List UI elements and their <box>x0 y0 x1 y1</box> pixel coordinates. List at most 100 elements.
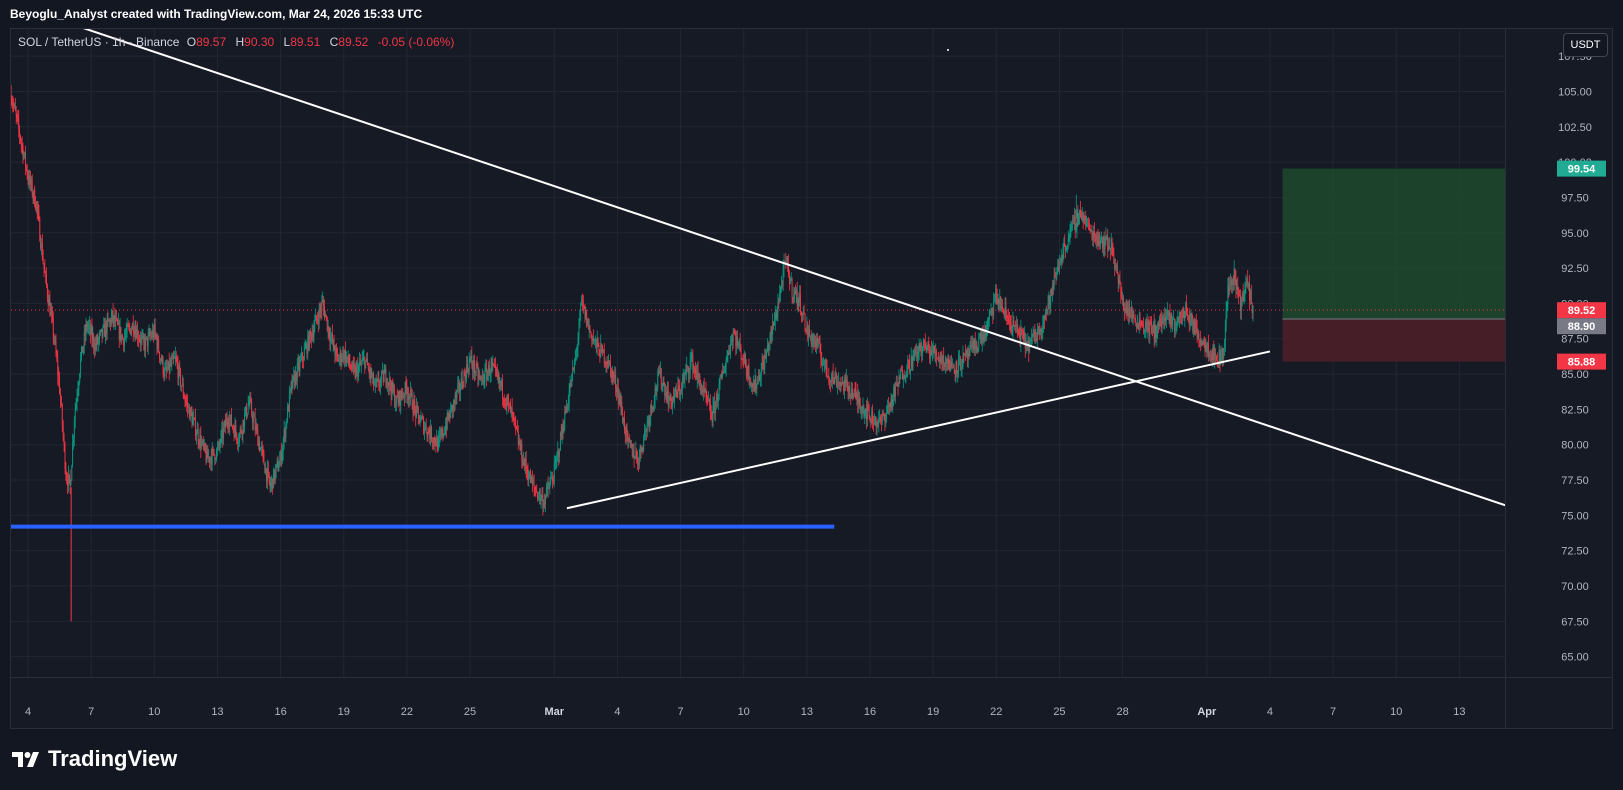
candle-body <box>688 372 690 374</box>
candle-body <box>977 348 979 352</box>
candle-body <box>990 308 992 311</box>
candle-body <box>948 355 950 369</box>
candle-body <box>765 355 767 358</box>
candle-body <box>929 348 931 359</box>
candle-body <box>1247 279 1249 286</box>
candle-body <box>782 267 784 286</box>
candle-body <box>1009 320 1010 323</box>
candle-body <box>656 388 658 391</box>
candle-body <box>962 354 964 367</box>
candle-body <box>718 383 720 398</box>
candle-body <box>1065 245 1067 250</box>
candle-body <box>1102 236 1104 248</box>
candle-body <box>574 357 576 362</box>
candle-body <box>937 357 938 359</box>
tradingview-logo[interactable]: TradingView <box>12 746 177 772</box>
candle-body <box>313 329 315 338</box>
candle-body <box>677 385 679 397</box>
candle-body <box>1190 313 1192 317</box>
candle-body <box>635 451 637 458</box>
candle-body <box>117 319 118 325</box>
candle-body <box>1073 220 1074 221</box>
candle-body <box>51 311 53 314</box>
candle-body <box>949 368 951 372</box>
candle-body <box>1245 283 1247 286</box>
candle-body <box>440 434 442 436</box>
candle-body <box>538 496 539 499</box>
candle-body <box>1095 235 1097 242</box>
stop-price-badge-text: 85.88 <box>1568 357 1596 369</box>
candle-body <box>513 414 515 418</box>
candle-body <box>124 335 126 337</box>
legend-open-value: 89.57 <box>196 35 227 49</box>
candle-body <box>57 360 59 376</box>
price-tick-label: 92.50 <box>1561 263 1589 275</box>
candle-body <box>27 175 29 180</box>
candle-body <box>1087 222 1088 224</box>
candle-body <box>73 420 75 437</box>
candle-body <box>651 405 653 408</box>
candle-body <box>523 459 525 466</box>
candle-body <box>600 344 602 358</box>
candle-body <box>274 469 275 481</box>
candle-body <box>768 343 770 351</box>
candle-body <box>1222 347 1224 359</box>
candle-body <box>1032 331 1034 336</box>
candle-body <box>1018 331 1020 335</box>
legend-symbol[interactable]: SOL / TetherUS · 1h · Binance <box>18 35 180 49</box>
candle-body <box>397 398 399 403</box>
candle-body <box>114 315 116 323</box>
candle-body <box>442 429 444 437</box>
candle-body <box>94 346 95 351</box>
candle-body <box>575 350 577 358</box>
candle-body <box>889 404 891 407</box>
candle-body <box>192 419 194 425</box>
candle-body <box>830 380 832 383</box>
candle-body <box>324 306 325 318</box>
candle-body <box>169 363 171 372</box>
candle-body <box>478 375 480 379</box>
candle-body <box>438 437 439 451</box>
candle-body <box>1233 268 1235 285</box>
candle-body <box>418 415 420 424</box>
time-tick-label: 28 <box>1116 706 1128 718</box>
candle-body <box>343 350 345 360</box>
candle-body <box>431 440 433 442</box>
candle-body <box>710 413 712 417</box>
candle-body <box>226 419 228 423</box>
candle-body <box>722 371 724 377</box>
candle-body <box>783 262 785 268</box>
candle-body <box>1005 307 1007 312</box>
candle-body <box>191 413 193 425</box>
candle-body <box>13 105 15 106</box>
candle-body <box>980 332 981 339</box>
candle-body <box>1161 319 1163 328</box>
candle-body <box>874 416 876 421</box>
candle-body <box>368 368 370 374</box>
candle-body <box>144 342 146 351</box>
candle-body <box>491 361 493 366</box>
candle-body <box>624 430 626 437</box>
candle-body <box>149 332 151 337</box>
candle-body <box>237 440 239 444</box>
candle-body <box>1108 245 1110 251</box>
candle-body <box>1001 305 1003 310</box>
candle-body <box>695 373 697 380</box>
candle-body <box>316 315 318 320</box>
candle-body <box>828 376 830 379</box>
price-tick-label: 77.50 <box>1561 475 1589 487</box>
candle-body <box>634 457 636 459</box>
candle-body <box>1182 309 1184 312</box>
candle-body <box>716 394 718 402</box>
candle-body <box>1069 228 1071 237</box>
candle-body <box>1105 237 1107 240</box>
candle-body <box>1087 222 1089 224</box>
chart-frame[interactable] <box>10 28 1613 729</box>
candle-body <box>25 152 26 167</box>
candle-body <box>64 444 66 469</box>
candle-body <box>1044 315 1045 320</box>
currency-button[interactable]: USDT <box>1563 33 1608 57</box>
candle-body <box>308 335 310 349</box>
candle-body <box>1068 236 1070 240</box>
